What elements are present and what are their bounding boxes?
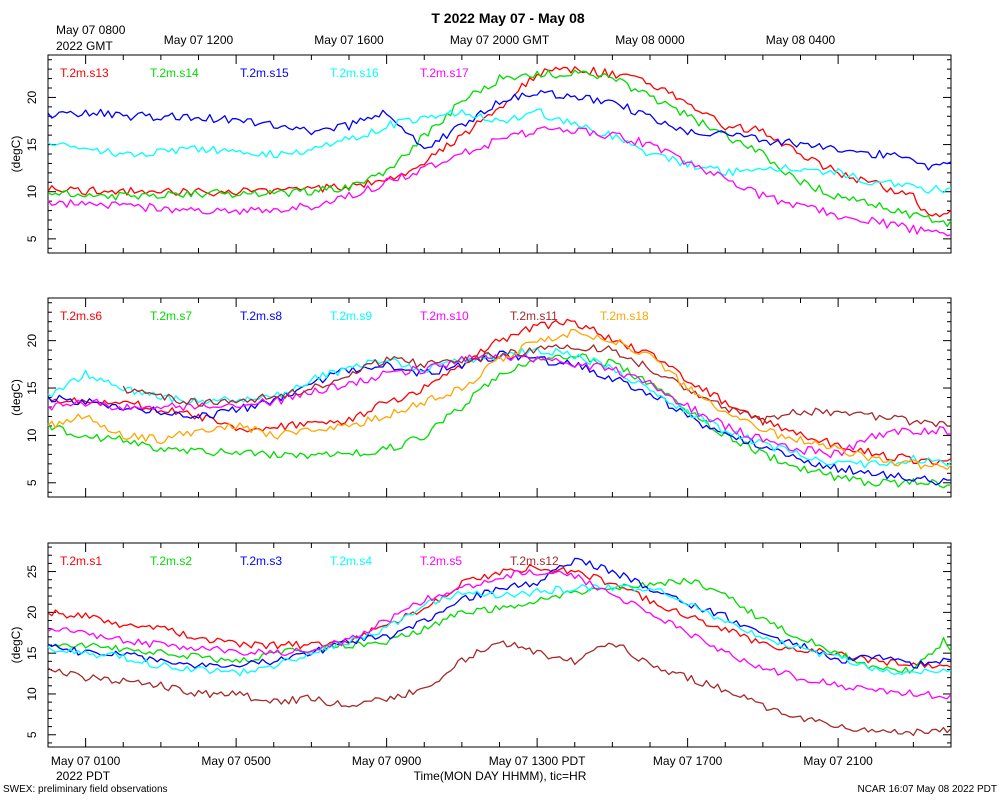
series-line-T.2m.s8 bbox=[47, 350, 952, 486]
panel-frame bbox=[47, 54, 952, 254]
y-axis-label: (degC) bbox=[9, 379, 23, 416]
legend-entry: T.2m.s5 bbox=[420, 554, 462, 568]
legend-entry: T.2m.s13 bbox=[60, 66, 109, 80]
series-line-T.2m.s4 bbox=[47, 583, 952, 677]
gmt-tick-label: May 08 0000 bbox=[615, 33, 685, 47]
y-tick-label: 15 bbox=[25, 646, 39, 660]
pdt-tick-label: May 07 2100 bbox=[803, 754, 873, 768]
legend-entry: T.2m.s12 bbox=[510, 554, 559, 568]
legend-entry: T.2m.s8 bbox=[240, 309, 282, 323]
gmt-tick-label: May 07 2000 GMT bbox=[450, 33, 550, 47]
panel-1: 5 10 15 20 (degC) T.2m.s13 T.2m.s14 T.2m.s15 T.2… bbox=[9, 54, 952, 254]
legend-entry: T.2m.s16 bbox=[330, 66, 379, 80]
y-tick-label: 25 bbox=[25, 565, 39, 579]
series-line-T.2m.s11 bbox=[122, 344, 952, 428]
series-line-T.2m.s10 bbox=[47, 352, 952, 459]
y-tick-label: 5 bbox=[25, 235, 39, 242]
series-line-T.2m.s5 bbox=[47, 569, 952, 700]
series-line-T.2m.s15 bbox=[47, 89, 952, 171]
series-line-T.2m.s16 bbox=[47, 108, 952, 194]
pdt-tick-label: May 07 0100 bbox=[51, 754, 121, 768]
series-line-T.2m.s1 bbox=[47, 564, 952, 669]
pdt-tick-label: May 07 0900 bbox=[352, 754, 422, 768]
y-axis-label: (degC) bbox=[9, 136, 23, 173]
gmt-year-label: 2022 GMT bbox=[56, 39, 113, 53]
x-axis-label: Time(MON DAY HHMM), tic=HR bbox=[414, 769, 587, 783]
legend-entry: T.2m.s7 bbox=[150, 309, 192, 323]
legend-entry: T.2m.s3 bbox=[240, 554, 282, 568]
series-line-T.2m.s6 bbox=[47, 318, 952, 466]
pdt-tick-label: May 07 0500 bbox=[201, 754, 271, 768]
y-axis-label: (degC) bbox=[9, 627, 23, 664]
pdt-tick-label: May 07 1300 PDT bbox=[489, 754, 586, 768]
y-tick-label: 5 bbox=[25, 479, 39, 486]
series-line-T.2m.s17 bbox=[47, 126, 952, 237]
y-tick-label: 10 bbox=[25, 687, 39, 701]
footer-left: SWEX: preliminary field observations bbox=[3, 784, 168, 795]
legend-entry: T.2m.s10 bbox=[420, 309, 469, 323]
legend-entry: T.2m.s18 bbox=[600, 309, 649, 323]
chart-title: T 2022 May 07 - May 08 bbox=[431, 10, 585, 26]
y-tick-label: 15 bbox=[25, 381, 39, 395]
y-tick-label: 5 bbox=[25, 731, 39, 738]
y-tick-label: 20 bbox=[25, 605, 39, 619]
legend-entry: T.2m.s17 bbox=[420, 66, 469, 80]
legend-entry: T.2m.s2 bbox=[150, 554, 192, 568]
series-line-T.2m.s2 bbox=[47, 577, 952, 674]
y-tick-label: 20 bbox=[25, 90, 39, 104]
gmt-tick-label: May 08 0400 bbox=[766, 33, 836, 47]
legend-entry: T.2m.s15 bbox=[240, 66, 289, 80]
plot-area: May 07 1200 May 07 1600 May 07 2000 GMT May… bbox=[9, 33, 952, 768]
gmt-tick-label: May 07 1600 bbox=[314, 33, 384, 47]
panel-3: 5 10 15 20 25 (degC) T.2m.s1 T.2m.s2 T.2m.s3 T.2m… bbox=[9, 542, 952, 748]
series-line-T.2m.s3 bbox=[47, 557, 952, 669]
legend-entry: T.2m.s6 bbox=[60, 309, 102, 323]
series-line-T.2m.s18 bbox=[47, 328, 952, 470]
legend-entry: T.2m.s1 bbox=[60, 554, 102, 568]
pdt-year-label: 2022 PDT bbox=[56, 769, 111, 783]
y-tick-label: 10 bbox=[25, 428, 39, 442]
footer-right: NCAR 16:07 May 08 2022 PDT bbox=[857, 784, 997, 795]
y-tick-label: 10 bbox=[25, 185, 39, 199]
y-tick-label: 15 bbox=[25, 138, 39, 152]
y-tick-label: 20 bbox=[25, 334, 39, 348]
series-line-T.2m.s13 bbox=[47, 66, 952, 218]
series-line-T.2m.s14 bbox=[47, 69, 952, 228]
legend-entry: T.2m.s9 bbox=[330, 309, 372, 323]
legend-entry: T.2m.s14 bbox=[150, 66, 199, 80]
legend-entry: T.2m.s11 bbox=[510, 309, 558, 323]
pdt-tick-label: May 07 1700 bbox=[653, 754, 723, 768]
series-line-T.2m.s7 bbox=[47, 353, 952, 489]
legend-entry: T.2m.s4 bbox=[330, 554, 372, 568]
gmt-tick-label: May 07 1200 bbox=[164, 33, 234, 47]
gmt-start-label: May 07 0800 bbox=[56, 23, 126, 37]
series-line-T.2m.s12 bbox=[47, 640, 952, 737]
panel-2: 5 10 15 20 (degC) T.2m.s6 T.2m.s7 T.2m.s8 T.2m.s… bbox=[9, 297, 952, 498]
